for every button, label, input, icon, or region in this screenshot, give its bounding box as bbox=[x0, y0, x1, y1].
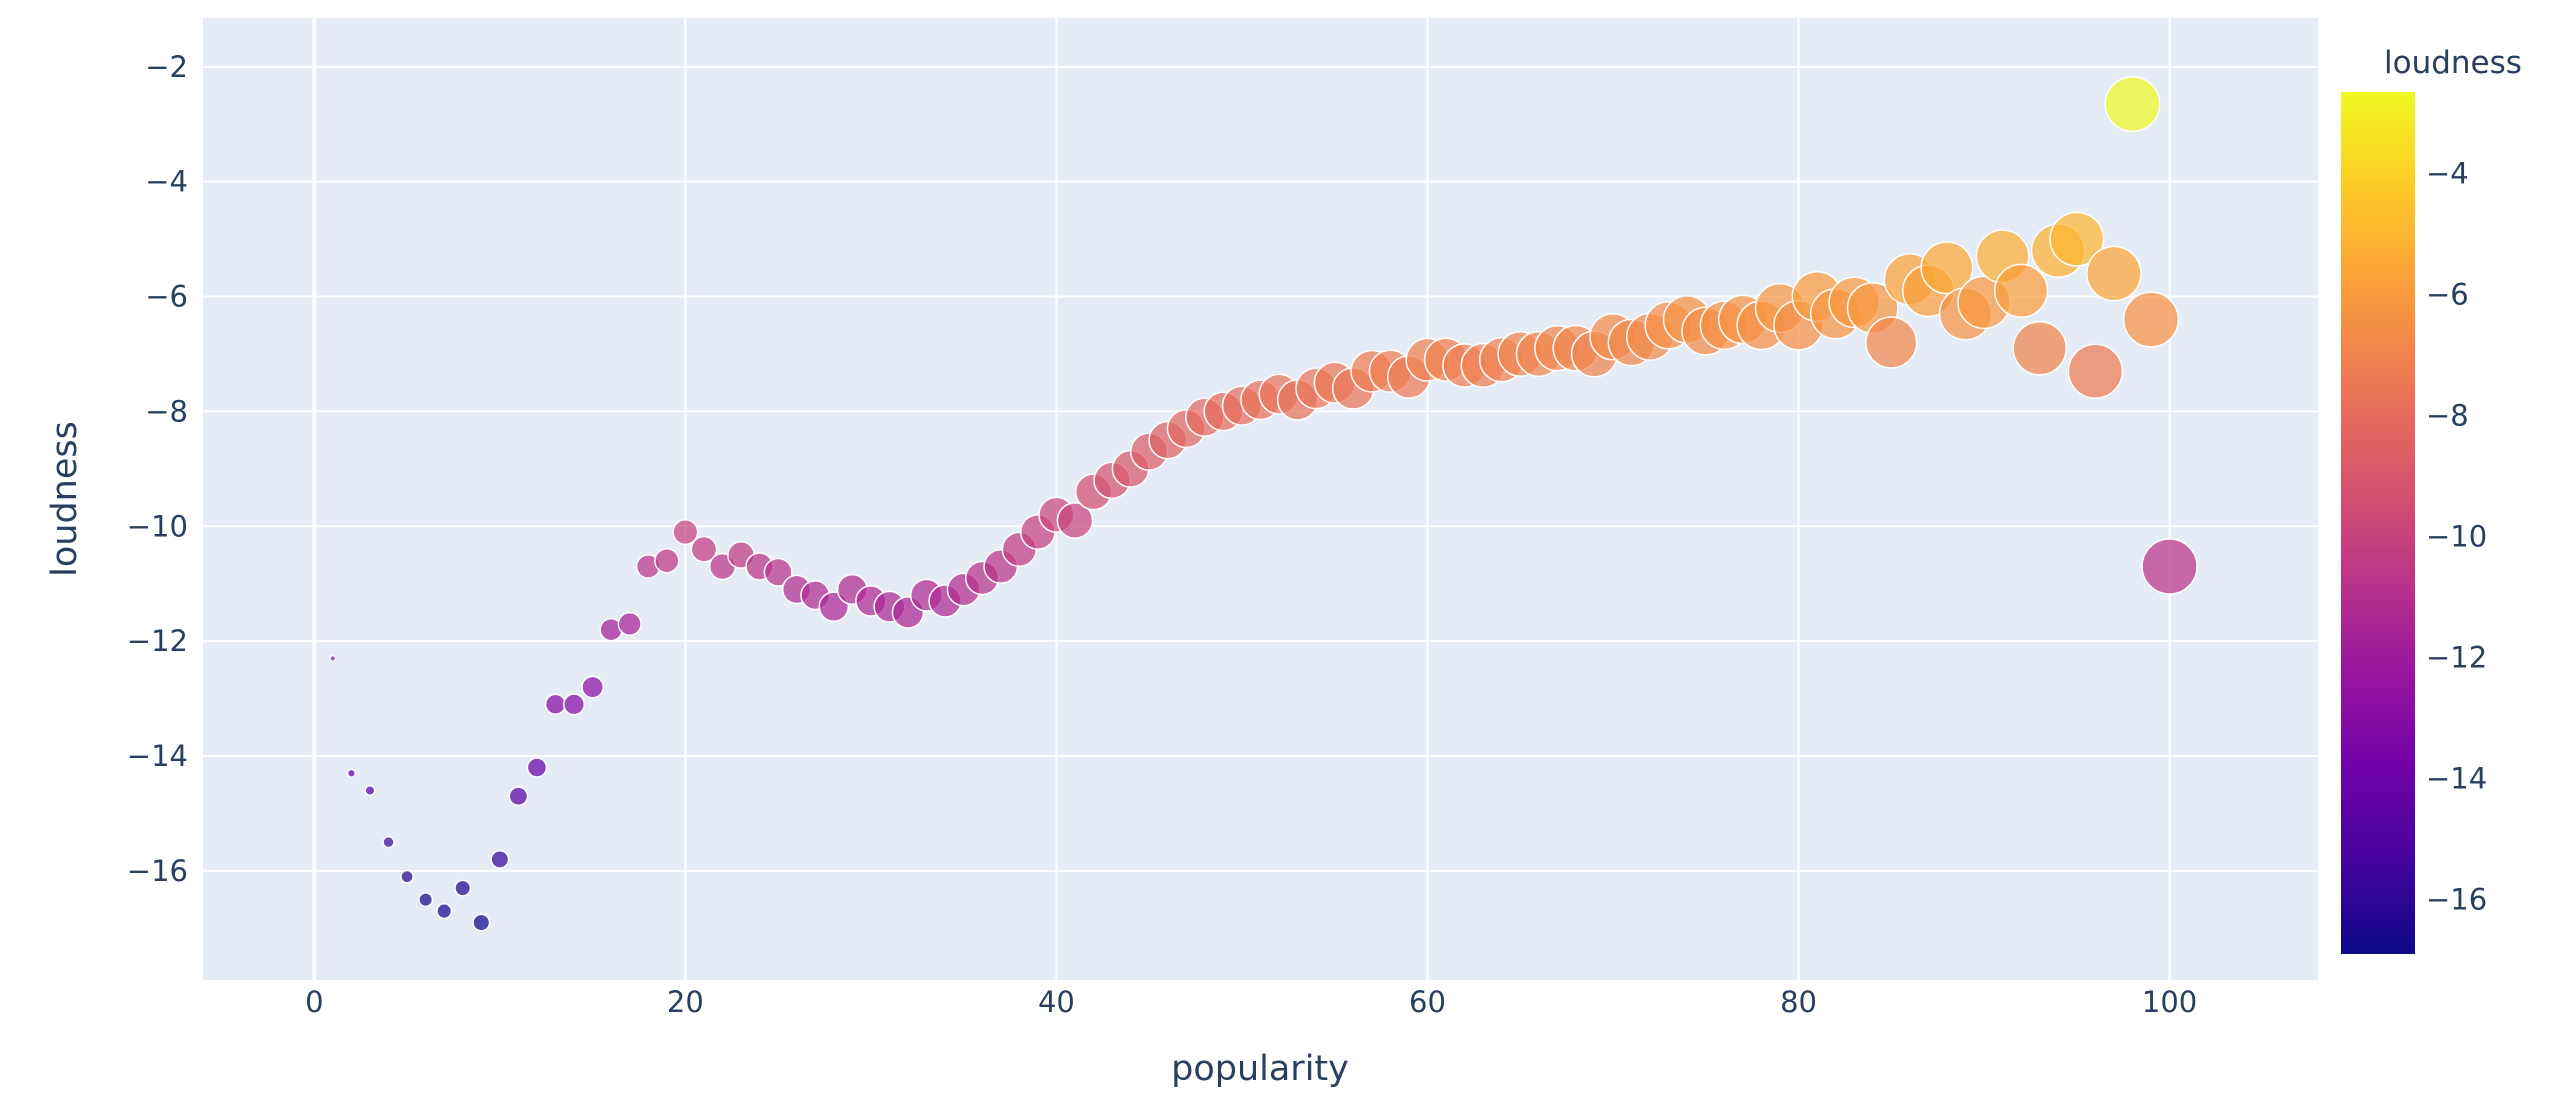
data-point bbox=[526, 757, 548, 778]
data-point bbox=[418, 892, 434, 908]
colorbar-tick-label: −12 bbox=[2426, 641, 2487, 675]
x-axis-ticks: 0 20 40 60 80 100 bbox=[305, 985, 2197, 1019]
colorbar-gradient bbox=[2341, 92, 2415, 954]
x-tick-label: 40 bbox=[1038, 985, 1075, 1019]
data-point bbox=[346, 768, 357, 778]
data-point bbox=[508, 786, 529, 807]
data-point bbox=[400, 869, 414, 884]
data-point bbox=[454, 879, 472, 897]
colorbar-tick-label: −6 bbox=[2426, 278, 2469, 312]
colorbar-tick-label: −4 bbox=[2426, 157, 2469, 191]
data-point bbox=[2141, 538, 2198, 595]
data-point bbox=[1920, 241, 1974, 295]
y-tick-label: −12 bbox=[127, 624, 188, 658]
data-point bbox=[364, 784, 376, 796]
data-point bbox=[2067, 343, 2124, 399]
data-point bbox=[1994, 263, 2049, 318]
data-point bbox=[617, 611, 642, 637]
plot-background bbox=[203, 18, 2318, 980]
colorbar-tick-label: −10 bbox=[2426, 520, 2487, 554]
colorbar-ticks: −4 −6 −8 −10 −12 −14 −16 bbox=[2426, 157, 2487, 917]
data-point bbox=[2012, 320, 2067, 376]
data-points bbox=[329, 76, 2198, 932]
data-point bbox=[690, 535, 718, 563]
colorbar-tick-label: −8 bbox=[2426, 399, 2469, 433]
data-point bbox=[2122, 291, 2180, 348]
y-tick-label: −8 bbox=[145, 394, 188, 428]
data-point bbox=[563, 693, 586, 716]
data-point bbox=[1056, 502, 1094, 539]
x-tick-label: 80 bbox=[1780, 985, 1817, 1019]
data-point bbox=[544, 693, 567, 715]
y-tick-label: −16 bbox=[127, 854, 188, 888]
colorbar-tick-label: −16 bbox=[2426, 883, 2487, 917]
y-tick-label: −4 bbox=[145, 165, 188, 199]
y-axis-ticks: −2 −4 −6 −8 −10 −12 −14 −16 bbox=[127, 50, 188, 888]
data-point bbox=[472, 913, 491, 932]
x-tick-label: 0 bbox=[305, 985, 323, 1019]
colorbar-tick-label: −14 bbox=[2426, 762, 2487, 796]
y-tick-label: −2 bbox=[145, 50, 188, 84]
data-point bbox=[581, 675, 605, 699]
colorbar-title: loudness bbox=[2384, 45, 2522, 81]
y-axis-title: loudness bbox=[45, 421, 85, 577]
data-point bbox=[436, 903, 453, 920]
data-point bbox=[382, 835, 395, 849]
data-point bbox=[490, 849, 510, 869]
x-tick-label: 100 bbox=[2142, 985, 2197, 1019]
data-point bbox=[654, 548, 680, 574]
data-point bbox=[2049, 211, 2105, 267]
y-tick-label: −6 bbox=[145, 280, 188, 314]
y-tick-label: −14 bbox=[127, 739, 188, 773]
data-point bbox=[1865, 316, 1918, 369]
x-tick-label: 60 bbox=[1409, 985, 1446, 1019]
x-tick-label: 20 bbox=[667, 985, 704, 1019]
data-point bbox=[763, 557, 793, 587]
data-point bbox=[672, 518, 699, 546]
data-point bbox=[329, 654, 337, 662]
data-point bbox=[2104, 76, 2161, 133]
colorbar: loudness −4 −6 −8 −10 −12 −14 −16 bbox=[2341, 45, 2522, 954]
x-axis-title: popularity bbox=[1171, 1049, 1349, 1089]
y-tick-label: −10 bbox=[127, 509, 188, 543]
grid bbox=[203, 18, 2318, 980]
data-point bbox=[2086, 245, 2142, 302]
